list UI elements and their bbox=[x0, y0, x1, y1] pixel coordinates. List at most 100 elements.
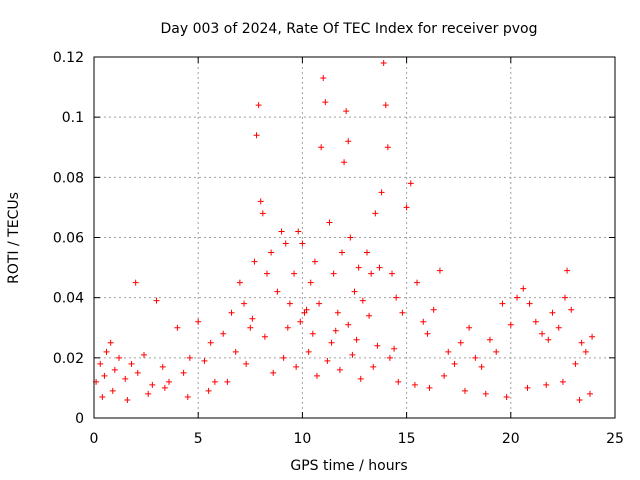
data-point bbox=[430, 306, 437, 313]
data-point bbox=[526, 300, 533, 307]
data-point bbox=[347, 234, 354, 241]
data-point bbox=[134, 369, 141, 376]
data-point bbox=[555, 324, 562, 331]
data-point bbox=[576, 396, 583, 403]
data-point bbox=[357, 375, 364, 382]
x-tick-label: 5 bbox=[194, 431, 203, 447]
data-point bbox=[224, 378, 231, 385]
x-tick-label: 25 bbox=[606, 431, 624, 447]
data-point bbox=[343, 108, 350, 115]
data-point bbox=[322, 99, 329, 106]
data-point bbox=[399, 309, 406, 316]
data-point bbox=[355, 264, 362, 271]
data-point bbox=[407, 180, 414, 187]
data-point bbox=[366, 312, 373, 319]
data-point bbox=[424, 330, 431, 337]
data-point bbox=[316, 300, 323, 307]
data-point bbox=[111, 366, 118, 373]
data-point bbox=[303, 306, 310, 313]
data-point bbox=[507, 321, 514, 328]
data-point bbox=[311, 258, 318, 265]
data-point bbox=[145, 390, 152, 397]
data-point bbox=[445, 348, 452, 355]
data-point bbox=[309, 330, 316, 337]
data-point bbox=[243, 360, 250, 367]
data-point bbox=[241, 300, 248, 307]
data-point bbox=[514, 294, 521, 301]
data-point bbox=[268, 249, 275, 256]
data-point bbox=[368, 270, 375, 277]
data-point bbox=[330, 270, 337, 277]
data-point bbox=[141, 351, 148, 358]
data-point bbox=[543, 381, 550, 388]
x-tick-label: 10 bbox=[293, 431, 311, 447]
data-point bbox=[293, 363, 300, 370]
x-tick-label: 0 bbox=[90, 431, 99, 447]
data-point bbox=[441, 372, 448, 379]
data-point bbox=[372, 210, 379, 217]
data-point bbox=[478, 363, 485, 370]
data-point bbox=[532, 318, 539, 325]
data-point bbox=[436, 267, 443, 274]
data-point bbox=[318, 144, 325, 151]
data-point bbox=[255, 102, 262, 109]
data-point bbox=[257, 198, 264, 205]
data-point bbox=[578, 339, 585, 346]
data-point bbox=[263, 270, 270, 277]
data-point bbox=[97, 360, 104, 367]
data-point bbox=[328, 339, 335, 346]
y-tick-label: 0.04 bbox=[53, 291, 84, 307]
data-point bbox=[282, 240, 289, 247]
data-point bbox=[382, 102, 389, 109]
data-point bbox=[568, 306, 575, 313]
chart-title: Day 003 of 2024, Rate Of TEC Index for r… bbox=[161, 21, 538, 37]
data-point bbox=[313, 372, 320, 379]
data-point bbox=[486, 336, 493, 343]
data-point bbox=[205, 387, 212, 394]
data-point bbox=[274, 288, 281, 295]
data-point bbox=[391, 345, 398, 352]
data-point bbox=[572, 360, 579, 367]
data-point bbox=[380, 60, 387, 67]
data-point bbox=[353, 336, 360, 343]
plot-frame bbox=[93, 56, 616, 419]
data-point bbox=[582, 348, 589, 355]
data-point bbox=[499, 300, 506, 307]
y-tick-label: 0.1 bbox=[62, 110, 84, 126]
data-point bbox=[107, 339, 114, 346]
data-point bbox=[211, 378, 218, 385]
data-point bbox=[207, 339, 214, 346]
data-point bbox=[564, 267, 571, 274]
data-point bbox=[411, 381, 418, 388]
data-point bbox=[201, 357, 208, 364]
data-point bbox=[259, 210, 266, 217]
data-point bbox=[393, 294, 400, 301]
data-point bbox=[472, 354, 479, 361]
data-point bbox=[420, 318, 427, 325]
data-point bbox=[101, 372, 108, 379]
data-point bbox=[301, 309, 308, 316]
data-point bbox=[386, 354, 393, 361]
data-point bbox=[338, 249, 345, 256]
data-point bbox=[586, 390, 593, 397]
data-point bbox=[451, 360, 458, 367]
data-point bbox=[305, 348, 312, 355]
y-tick-label: 0.12 bbox=[53, 50, 84, 66]
data-point bbox=[457, 339, 464, 346]
data-point bbox=[295, 228, 302, 235]
data-point bbox=[426, 384, 433, 391]
data-point bbox=[374, 342, 381, 349]
data-point bbox=[384, 144, 391, 151]
data-point bbox=[395, 378, 402, 385]
data-point bbox=[341, 159, 348, 166]
data-point bbox=[184, 393, 191, 400]
data-point bbox=[332, 327, 339, 334]
data-point bbox=[232, 348, 239, 355]
data-point bbox=[345, 138, 352, 145]
data-point bbox=[520, 285, 527, 292]
data-point bbox=[461, 387, 468, 394]
data-point bbox=[220, 330, 227, 337]
data-point bbox=[524, 384, 531, 391]
data-point bbox=[559, 378, 566, 385]
